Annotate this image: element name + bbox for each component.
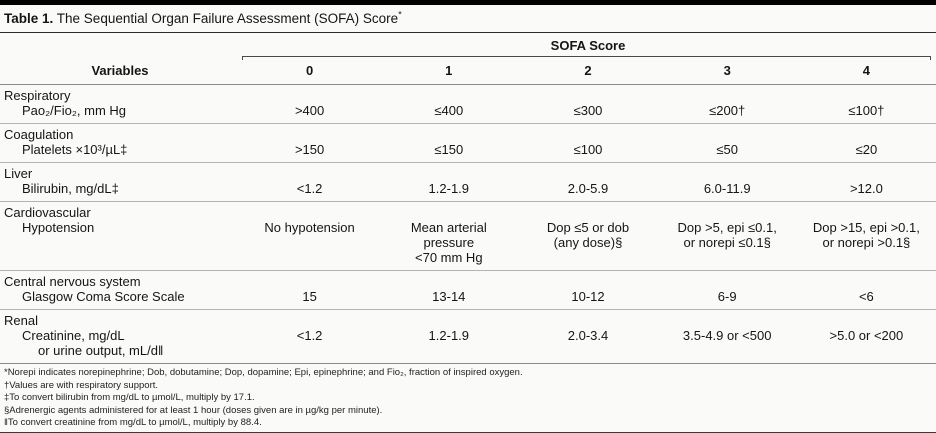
title-footnote-marker: * xyxy=(398,9,402,20)
value-cell: 2.0-3.4 xyxy=(567,328,609,343)
spanner-cell: SOFA Score xyxy=(240,38,936,60)
column-header-score-1: 1 xyxy=(445,63,453,78)
value-cell: >150 xyxy=(294,142,325,157)
spanner-spacer xyxy=(0,38,240,60)
table-title-text: The Sequential Organ Failure Assessment … xyxy=(53,11,399,26)
table-number: Table 1. xyxy=(4,11,54,26)
variable-label-line1: Creatinine, mg/dL xyxy=(22,328,125,343)
value-cell: >12.0 xyxy=(849,181,883,196)
value-cell: >400 xyxy=(294,103,325,118)
table-row: Bilirubin, mg/dL‡ <1.2 1.2-1.9 2.0-5.9 6… xyxy=(0,181,936,201)
footnote-adrenergic-agents: §Adrenergic agents administered for at l… xyxy=(4,404,383,416)
spanner-row: SOFA Score xyxy=(0,33,936,60)
column-header-score-3: 3 xyxy=(723,63,731,78)
value-cell: ≤100† xyxy=(848,103,885,118)
value-cell: Mean arterial pressure <70 mm Hg xyxy=(410,220,487,265)
table-row: Hypotension No hypotension Mean arterial… xyxy=(0,220,936,270)
value-cell: <6 xyxy=(858,289,874,304)
value-cell: ≤50 xyxy=(716,142,738,157)
variable-label: Hypotension xyxy=(22,220,95,235)
value-cell: ≤200† xyxy=(709,103,746,118)
value-cell: 6-9 xyxy=(717,289,737,304)
table-top-rule xyxy=(0,0,936,5)
table-row: Creatinine, mg/dL or urine output, mL/d‖… xyxy=(0,328,936,363)
group-cardiovascular: Cardiovascular Hypotension No hypotensio… xyxy=(0,201,936,270)
group-name: Coagulation xyxy=(4,127,74,142)
column-header-variables: Variables xyxy=(91,63,149,78)
variable-label: Pao₂/Fio₂, mm Hg xyxy=(22,103,127,118)
value-cell: 3.5-4.9 or <500 xyxy=(682,328,772,343)
spanner-bracket xyxy=(242,56,931,60)
table-title: Table 1. The Sequential Organ Failure As… xyxy=(0,5,936,33)
footnote-respiratory-support: †Values are with respiratory support. xyxy=(4,379,159,391)
value-cell: No hypotension xyxy=(264,220,355,235)
group-name: Liver xyxy=(4,166,33,181)
table-row: Pao₂/Fio₂, mm Hg >400 ≤400 ≤300 ≤200† ≤1… xyxy=(0,103,936,123)
value-cell: Dop >15, epi >0.1, or norepi >0.1§ xyxy=(812,220,920,250)
value-cell: Dop >5, epi ≤0.1, or norepi ≤0.1§ xyxy=(677,220,777,250)
value-cell: <1.2 xyxy=(296,328,323,343)
value-cell: ≤20 xyxy=(855,142,878,157)
value-cell: ≤100 xyxy=(573,142,603,157)
column-header-row: Variables 0 1 2 3 4 xyxy=(0,60,936,85)
value-cell: ≤300 xyxy=(573,103,603,118)
value-cell: 1.2-1.9 xyxy=(428,181,470,196)
column-header-score-0: 0 xyxy=(305,63,314,78)
variable-label: Platelets ×10³/µL‡ xyxy=(22,142,128,157)
group-renal: Renal Creatinine, mg/dL or urine output,… xyxy=(0,309,936,363)
column-header-score-2: 2 xyxy=(584,63,592,78)
value-cell: ≤150 xyxy=(434,142,464,157)
table-row: Platelets ×10³/µL‡ >150 ≤150 ≤100 ≤50 ≤2… xyxy=(0,142,936,162)
value-cell: 13-14 xyxy=(432,289,466,304)
table-bottom-rule xyxy=(0,431,936,433)
column-header-score-4: 4 xyxy=(862,63,870,78)
group-central-nervous-system: Central nervous system Glasgow Coma Scor… xyxy=(0,270,936,309)
footnotes: *Norepi indicates norepinephrine; Dob, d… xyxy=(0,363,936,432)
value-cell: 15 xyxy=(302,289,317,304)
footnote-bilirubin-conversion: ‡To convert bilirubin from mg/dL to µmol… xyxy=(4,392,255,403)
footnote-creatinine-conversion: ‖To convert creatinine from mg/dL to µmo… xyxy=(4,417,262,428)
value-cell: Dop ≤5 or dob (any dose)§ xyxy=(546,220,630,250)
value-cell: ≤400 xyxy=(434,103,464,118)
group-respiratory: Respiratory Pao₂/Fio₂, mm Hg >400 ≤400 ≤… xyxy=(0,85,936,123)
group-name: Central nervous system xyxy=(4,274,141,289)
group-name: Cardiovascular xyxy=(4,205,91,220)
value-cell: 6.0-11.9 xyxy=(703,181,751,196)
group-name: Respiratory xyxy=(4,88,71,103)
group-liver: Liver Bilirubin, mg/dL‡ <1.2 1.2-1.9 2.0… xyxy=(0,162,936,201)
group-name: Renal xyxy=(4,313,38,328)
spanner-label: SOFA Score xyxy=(550,38,626,53)
value-cell: <1.2 xyxy=(296,181,323,196)
variable-label: Creatinine, mg/dL or urine output, mL/d‖ xyxy=(0,328,240,358)
value-cell: 10-12 xyxy=(571,289,605,304)
value-cell: 1.2-1.9 xyxy=(428,328,470,343)
footnote-norepi: *Norepi indicates norepinephrine; Dob, d… xyxy=(4,367,523,378)
variable-label-line2: or urine output, mL/d‖ xyxy=(38,343,164,358)
variable-label: Bilirubin, mg/dL‡ xyxy=(22,181,119,196)
group-coagulation: Coagulation Platelets ×10³/µL‡ >150 ≤150… xyxy=(0,123,936,162)
table-row: Glasgow Coma Score Scale 15 13-14 10-12 … xyxy=(0,289,936,309)
value-cell: >5.0 or <200 xyxy=(829,328,904,343)
value-cell: 2.0-5.9 xyxy=(567,181,609,196)
table-body: Respiratory Pao₂/Fio₂, mm Hg >400 ≤400 ≤… xyxy=(0,85,936,363)
variable-label: Glasgow Coma Score Scale xyxy=(22,289,185,304)
